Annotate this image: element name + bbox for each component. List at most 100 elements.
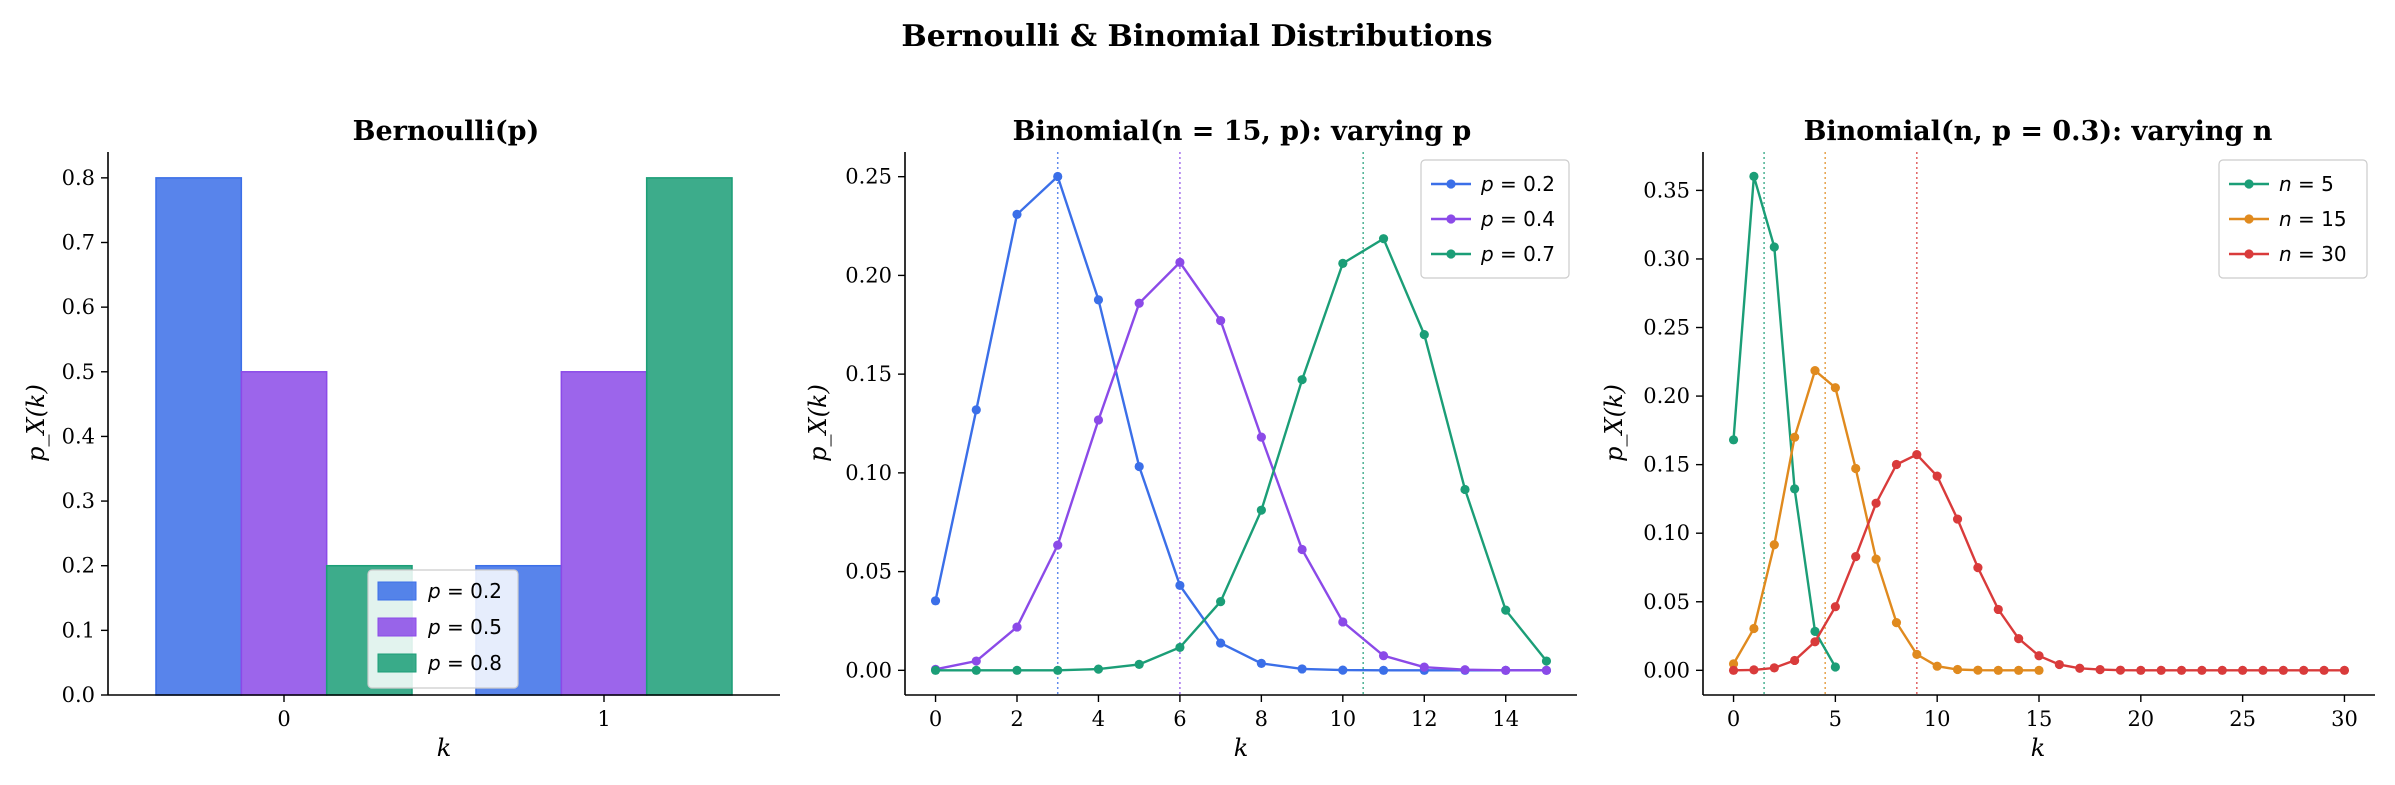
- binomial-varying-n-title: Binomial(n, p = 0.3): varying n: [1804, 116, 2273, 147]
- binomial-varying-p-point: [1012, 622, 1022, 632]
- binomial-varying-p-point: [1297, 544, 1307, 555]
- binomial-varying-n-point: [1973, 665, 1983, 675]
- binomial-varying-p-point: [1175, 257, 1185, 267]
- binomial-varying-p-ytick-label: 0.20: [845, 263, 892, 287]
- binomial-varying-n-legend-marker: [2244, 249, 2254, 259]
- binomial-varying-n-point: [1891, 459, 1902, 470]
- binomial-varying-n-point: [1728, 665, 1739, 675]
- bernoulli-title: Bernoulli(p): [353, 116, 540, 147]
- binomial-varying-n-series-line-n15: [1732, 368, 2039, 672]
- binomial-varying-p-xtick-label: 14: [1492, 707, 1519, 731]
- bernoulli-panel: Bernoulli(p) p_X(k) k 0.0 0.1 0.2 0.3 0.4 0.5…: [22, 116, 780, 762]
- binomial-varying-n-point: [1790, 484, 1800, 494]
- bernoulli-legend-swatch: [377, 617, 417, 637]
- binomial-varying-n-legend: [2218, 159, 2368, 279]
- bernoulli-ylabel-text: p_X(k): [22, 384, 50, 462]
- bernoulli-ytick-label: 0.4: [62, 424, 95, 448]
- binomial-varying-n-point: [1891, 618, 1902, 628]
- binomial-varying-p-title: Binomial(n = 15, p): varying p: [1013, 116, 1472, 147]
- binomial-varying-n-point: [2054, 659, 2064, 670]
- binomial-varying-n-point: [1810, 626, 1820, 636]
- binomial-varying-p-point: [1501, 665, 1511, 675]
- binomial-varying-p-ytick-label: 0.05: [845, 560, 892, 584]
- binomial-varying-n-point: [2238, 665, 2248, 675]
- binomial-varying-p-point: [1093, 295, 1104, 305]
- binomial-varying-n-point: [1871, 498, 1881, 508]
- binomial-varying-n-point: [2258, 665, 2268, 675]
- bernoulli-xtick-label: 0: [277, 707, 290, 731]
- binomial-varying-n-point: [1830, 383, 1840, 393]
- binomial-varying-n-legend-marker: [2244, 214, 2254, 224]
- binomial-varying-p-point: [1256, 432, 1266, 442]
- binomial-varying-n-ylabel: p_X(k): [1600, 384, 1628, 462]
- binomial-varying-n-legend-label: n = 5: [2279, 172, 2334, 196]
- binomial-varying-n-point: [2217, 665, 2227, 675]
- binomial-varying-n-point: [2176, 665, 2187, 675]
- binomial-varying-n-point: [2339, 665, 2350, 675]
- binomial-varying-n-point: [1952, 664, 1963, 675]
- binomial-varying-p-xtick-label: 12: [1411, 707, 1438, 731]
- binomial-varying-n-point: [1749, 665, 1759, 675]
- binomial-varying-p-point: [971, 405, 981, 415]
- bernoulli-ytick-label: 0.7: [62, 231, 95, 255]
- bernoulli-legend-label: p = 0.8: [427, 651, 502, 675]
- binomial-varying-n-point: [2156, 665, 2166, 675]
- binomial-varying-p-ytick-label: 0.15: [845, 362, 892, 386]
- binomial-varying-p-xtick-label: 8: [1255, 707, 1268, 731]
- binomial-varying-p-point: [930, 665, 941, 675]
- binomial-varying-n-point: [2115, 665, 2126, 675]
- binomial-varying-p-point: [1419, 662, 1429, 672]
- binomial-varying-n-point: [1871, 554, 1881, 564]
- binomial-varying-p-point: [930, 596, 941, 606]
- binomial-varying-p-point: [1216, 638, 1226, 648]
- binomial-varying-p-legend: [1420, 159, 1570, 279]
- bar-p02-k0: [155, 177, 243, 696]
- binomial-varying-n-ytick-label: 0.25: [1643, 316, 1690, 340]
- binomial-varying-n-series-line-n5: [1732, 176, 1837, 668]
- binomial-varying-p-ylabel-text: p_X(k): [804, 384, 832, 462]
- binomial-varying-n-point: [1810, 637, 1820, 647]
- binomial-varying-p-point: [1012, 665, 1022, 675]
- binomial-varying-p-point: [1053, 665, 1063, 675]
- binomial-varying-n-point: [1993, 604, 2003, 615]
- bar-p05-k1: [560, 371, 648, 696]
- binomial-varying-n-point: [1973, 563, 1983, 573]
- binomial-varying-p-point: [1297, 664, 1307, 674]
- binomial-varying-n-point: [2034, 665, 2044, 675]
- binomial-varying-n-point: [2319, 665, 2329, 675]
- binomial-varying-n-ytick-label: 0.30: [1643, 247, 1690, 271]
- bernoulli-ytick-label: 0.6: [62, 295, 95, 319]
- binomial-varying-n-point: [2034, 651, 2044, 661]
- binomial-varying-n-point: [2095, 665, 2105, 675]
- binomial-varying-n-legend-label: n = 30: [2279, 242, 2347, 266]
- binomial-varying-n-point: [1952, 514, 1963, 524]
- binomial-varying-p-point: [1460, 484, 1470, 495]
- binomial-varying-p-point: [1175, 642, 1185, 653]
- binomial-varying-p-point: [971, 665, 981, 675]
- binomial-varying-p-ytick-label: 0.00: [845, 658, 892, 682]
- binomial-varying-n-point: [1810, 365, 1820, 376]
- bar-p08-k1: [645, 177, 733, 696]
- binomial-varying-p-point: [1134, 298, 1144, 308]
- binomial-varying-p-point: [1297, 375, 1307, 385]
- binomial-varying-n-point: [1769, 242, 1779, 252]
- binomial-varying-p-point: [1338, 258, 1348, 268]
- binomial-varying-p-ytick-label: 0.25: [845, 165, 892, 189]
- binomial-varying-n-point: [1932, 661, 1942, 671]
- binomial-varying-p-panel: Binomial(n = 15, p): varying p p_X(k) k …: [804, 116, 1577, 762]
- binomial-varying-n-xlabel: k: [2031, 734, 2046, 762]
- binomial-varying-p-xtick-label: 0: [929, 707, 942, 731]
- binomial-varying-n-xtick-label: 25: [2229, 707, 2256, 731]
- binomial-varying-n-ytick-label: 0.05: [1643, 590, 1690, 614]
- binomial-varying-p-xtick-label: 4: [1092, 707, 1105, 731]
- bernoulli-legend-label: p = 0.5: [427, 615, 502, 639]
- binomial-varying-p-point: [1093, 415, 1104, 425]
- binomial-varying-p-xtick-label: 6: [1173, 707, 1186, 731]
- binomial-varying-p-ylabel: p_X(k): [804, 384, 832, 462]
- bernoulli-ytick-label: 0.0: [62, 683, 95, 707]
- binomial-varying-p-point: [1501, 605, 1511, 615]
- binomial-varying-p-legend-label: p = 0.7: [1480, 242, 1555, 266]
- bernoulli-ytick-label: 0.1: [62, 618, 95, 642]
- binomial-varying-p-point: [1053, 540, 1063, 550]
